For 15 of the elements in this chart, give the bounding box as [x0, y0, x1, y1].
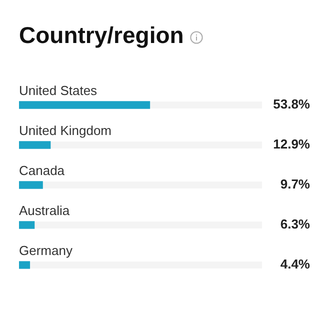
bar: [19, 221, 35, 229]
bar: [19, 261, 30, 269]
data-label: 6.3%: [280, 216, 310, 232]
y-tick-label: Canada: [19, 163, 66, 178]
y-tick-label: United States: [19, 83, 98, 98]
data-label: 12.9%: [273, 136, 310, 152]
data-label: 53.8%: [273, 96, 310, 112]
bar: [19, 141, 51, 149]
y-tick-label: United Kingdom: [19, 123, 112, 138]
y-tick-label: Germany: [19, 243, 73, 258]
y-tick-label: Australia: [19, 203, 70, 218]
data-label: 4.4%: [280, 256, 310, 272]
chart-title: Country/region: [19, 22, 184, 49]
data-label: 9.7%: [280, 176, 310, 192]
bar: [19, 181, 43, 189]
